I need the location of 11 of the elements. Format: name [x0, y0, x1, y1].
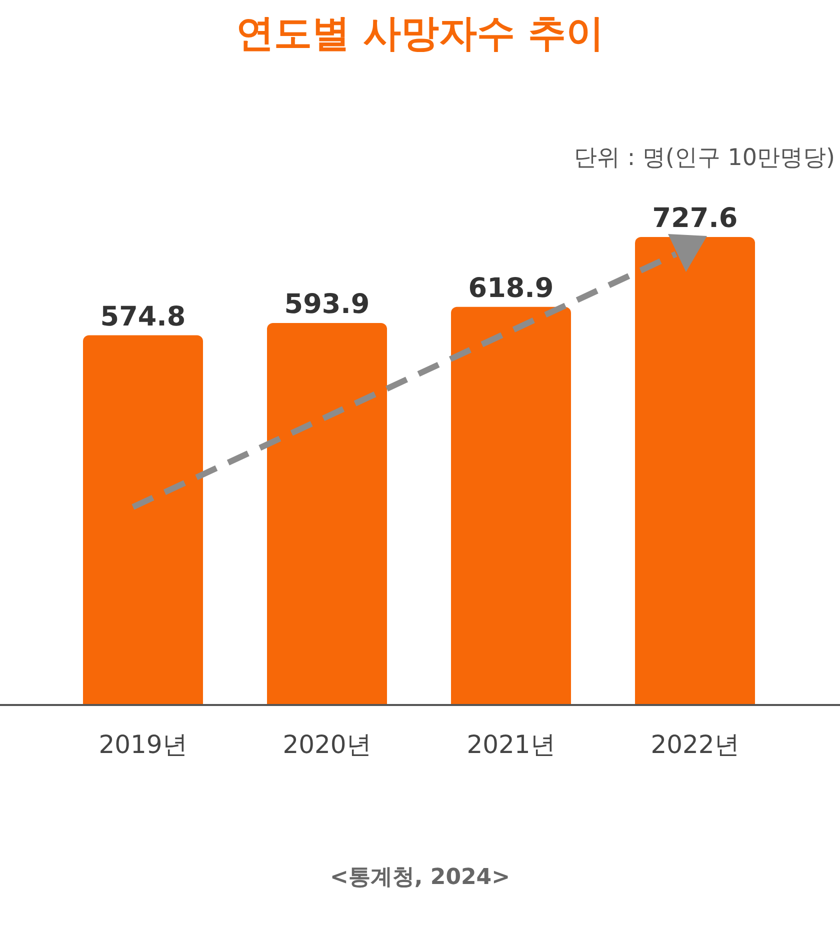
- x-tick-label: 2022년: [650, 730, 740, 759]
- data-label: 618.9: [468, 272, 554, 304]
- data-label: 727.6: [652, 203, 738, 234]
- data-label: 574.8: [100, 301, 186, 332]
- data-label: 593.9: [284, 288, 370, 320]
- text: 단위 : 명(인구 10만명당): [574, 144, 835, 173]
- chart-title: 연도별 사망자수 추이: [234, 10, 606, 57]
- text: <통계청, 2024>: [328, 864, 512, 892]
- x-tick-label: 2021년: [466, 730, 556, 759]
- x-tick-label: 2019년: [98, 730, 188, 759]
- x-tick-label: 2020년: [282, 730, 372, 759]
